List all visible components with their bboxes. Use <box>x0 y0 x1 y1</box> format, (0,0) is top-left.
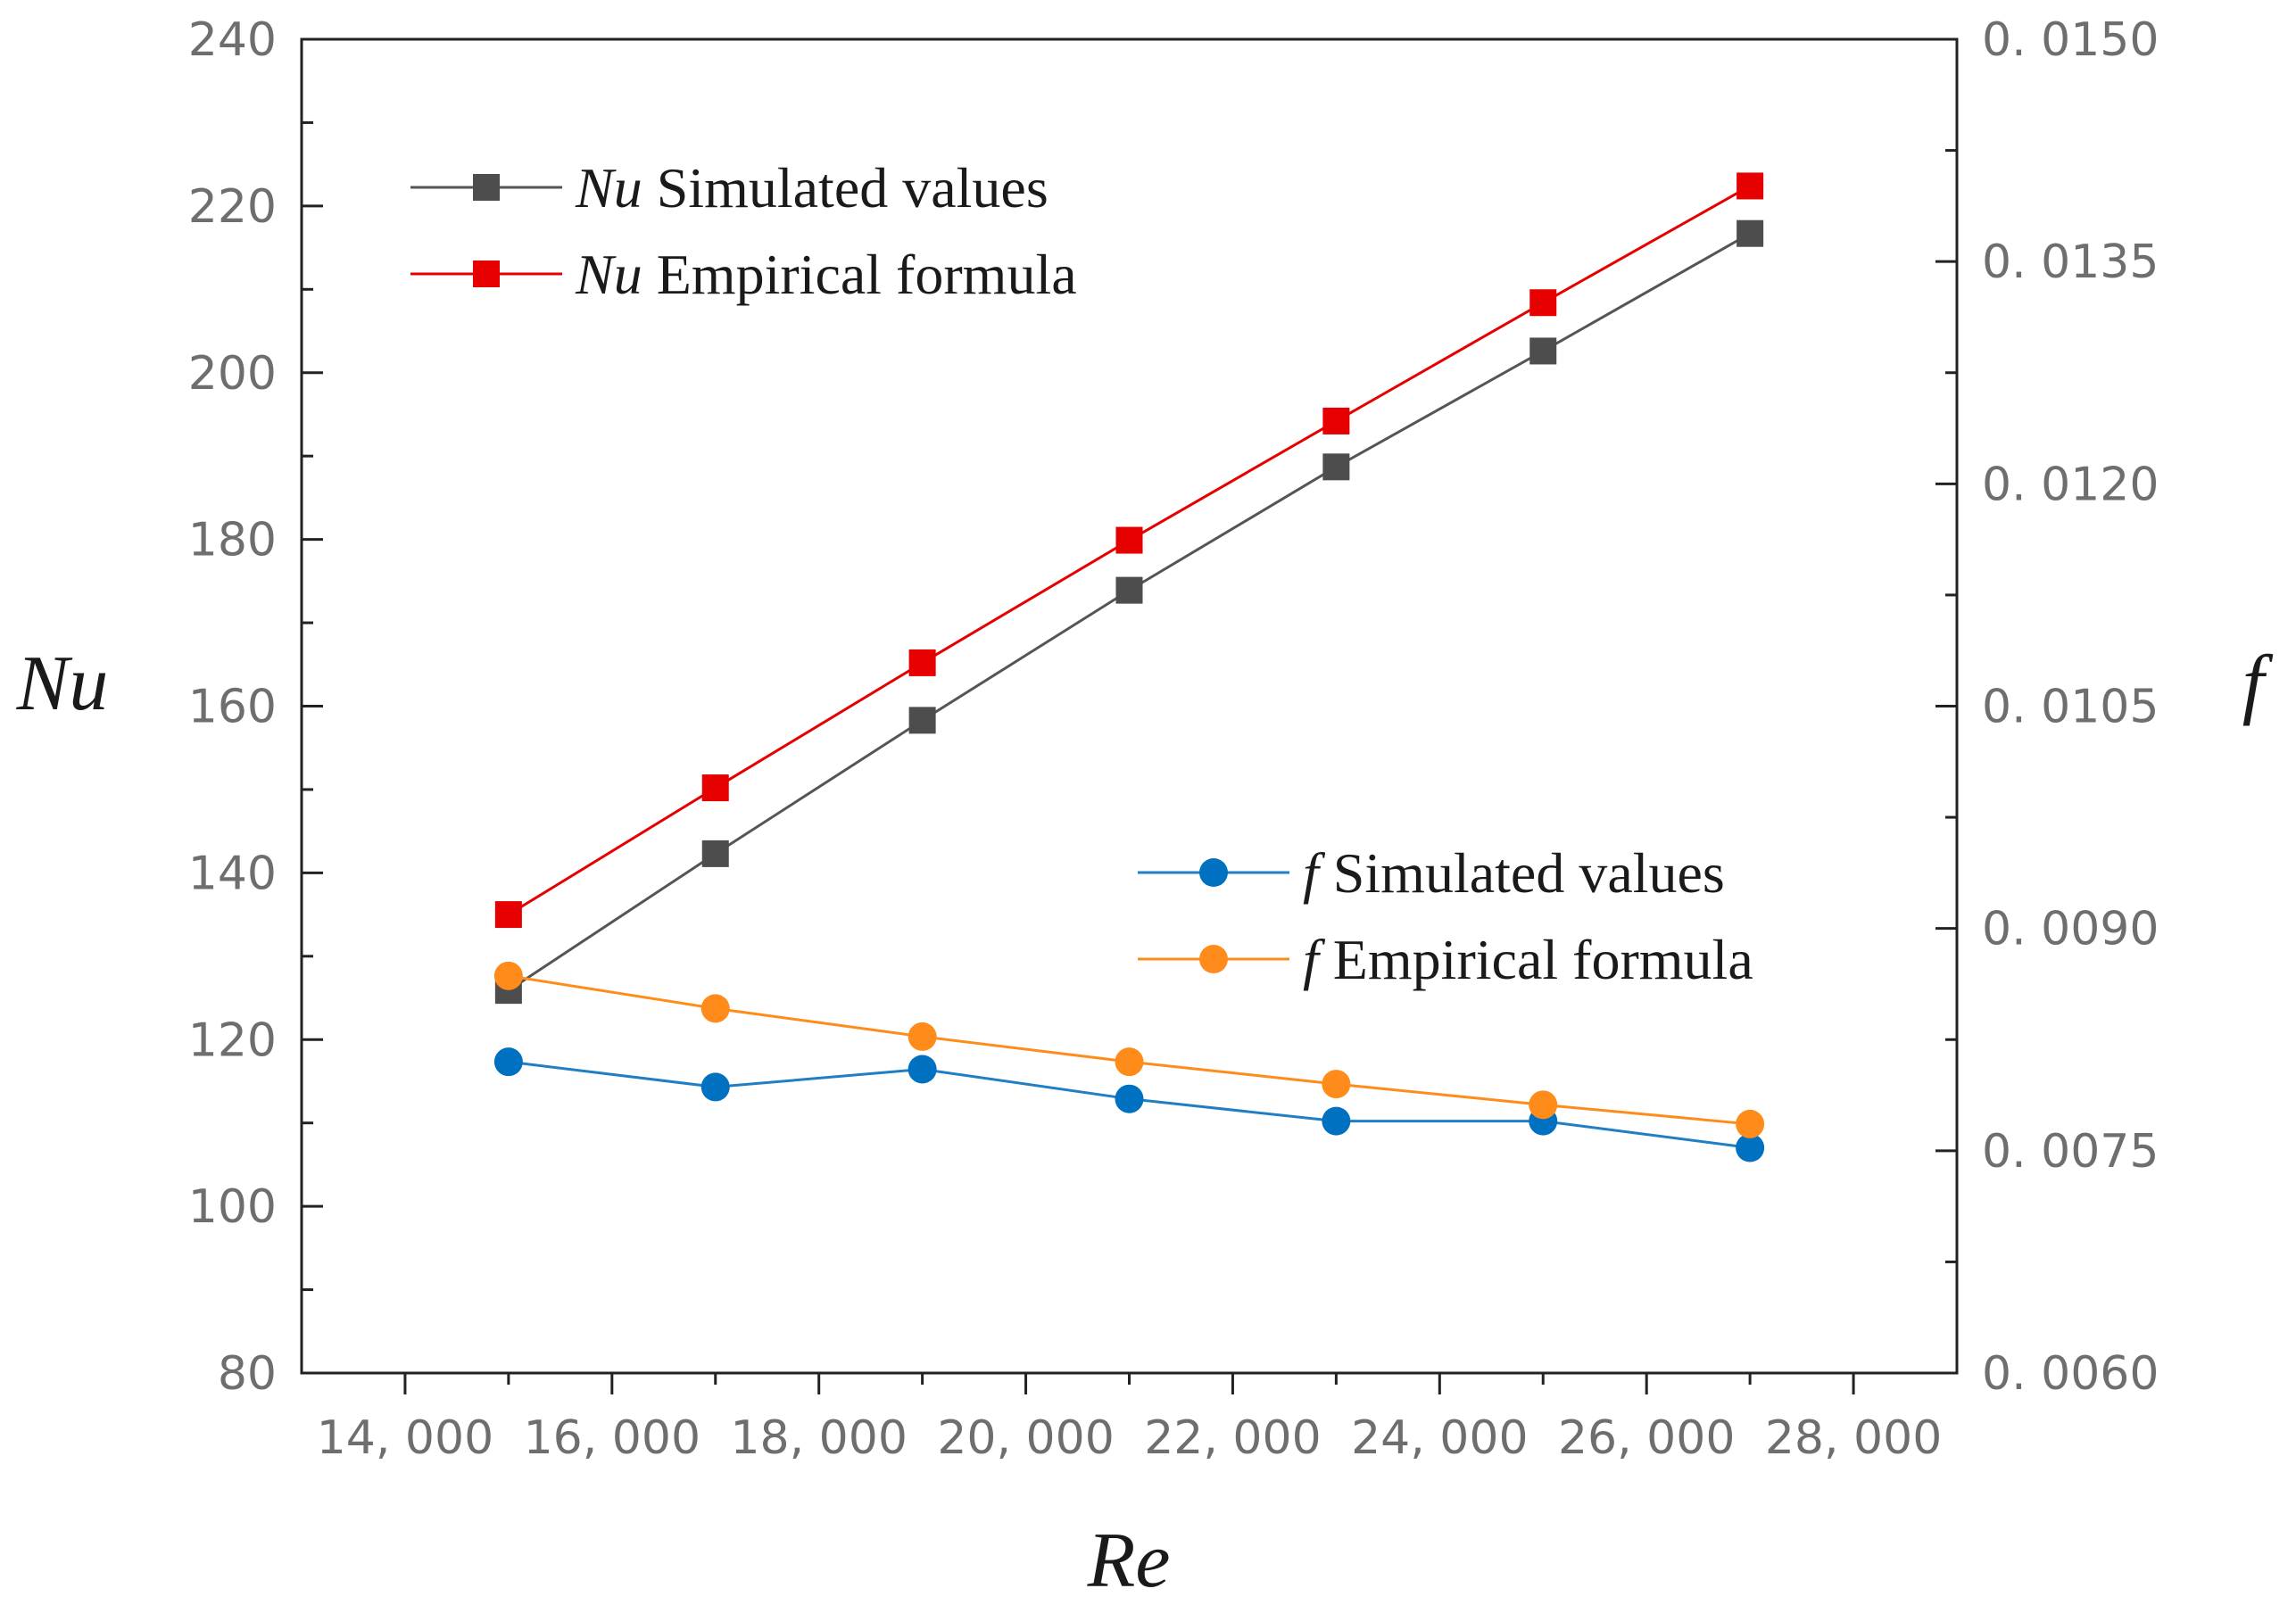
legend-marker-square <box>473 261 500 287</box>
y-left-tick-label: 120 <box>188 1013 277 1067</box>
data-point-square <box>1737 219 1764 247</box>
series-layer <box>493 172 1765 1162</box>
data-point-square <box>1529 289 1557 317</box>
y-right-tick-label: 0. 0135 <box>1982 236 2159 289</box>
data-point-circle <box>908 1022 937 1051</box>
data-point-circle <box>493 961 523 990</box>
legend-entry: Nu Empirical formula <box>575 243 1077 306</box>
data-point-circle <box>493 1047 523 1077</box>
x-tick-label: 28, 000 <box>1765 1411 1942 1465</box>
data-point-circle <box>700 1072 730 1102</box>
x-axis-title: Re <box>1087 1518 1171 1604</box>
data-point-circle <box>908 1055 937 1084</box>
data-point-circle <box>1529 1090 1558 1120</box>
y-left-tick-label: 240 <box>188 13 277 67</box>
y-right-tick-label: 0. 0105 <box>1982 681 2159 734</box>
legend-entry: Nu Simulated values <box>575 156 1049 219</box>
x-tick-label: 14, 000 <box>317 1411 493 1465</box>
y-left-tick-label: 180 <box>188 514 277 567</box>
plot-frame <box>300 37 1959 1375</box>
legend-label: Simulated values <box>657 156 1049 219</box>
data-point-square <box>1322 453 1350 481</box>
legend-label: Empirical formula <box>1333 928 1753 991</box>
data-point-circle <box>700 994 730 1023</box>
legend-marker-circle <box>1199 858 1228 887</box>
data-point-circle <box>1322 1070 1351 1099</box>
y-right-tick-label: 0. 0120 <box>1982 458 2159 511</box>
data-point-square <box>1115 526 1143 554</box>
data-point-circle <box>1115 1047 1144 1077</box>
legend-label: Empirical formula <box>657 243 1077 306</box>
data-point-square <box>1737 172 1764 200</box>
x-tick-label: 16, 000 <box>524 1411 700 1465</box>
tick-labels: 80 100 120 140 160 180 200 220 240 0. 0060 0. 0075… <box>188 13 2159 1465</box>
data-point-circle <box>1115 1084 1144 1113</box>
data-point-square <box>1322 407 1350 434</box>
legend-symbol: Nu <box>575 243 642 306</box>
x-tick-label: 20, 000 <box>937 1411 1114 1465</box>
y-axis-right-title: f <box>2242 641 2274 727</box>
legend-entry: f Simulated values <box>1303 841 1725 905</box>
y-left-tick-label: 80 <box>218 1347 277 1401</box>
legend-label: Simulated values <box>1333 841 1725 905</box>
data-point-square <box>908 649 936 676</box>
legend-marker-circle <box>1199 945 1228 973</box>
y-left-tick-label: 100 <box>188 1180 277 1234</box>
data-point-square <box>701 840 729 867</box>
y-left-tick-label: 220 <box>188 180 277 234</box>
y-right-tick-label: 0. 0150 <box>1982 13 2159 67</box>
y-axis-left-title: Nu <box>16 641 109 727</box>
data-point-square <box>1115 576 1143 604</box>
y-right-tick-label: 0. 0075 <box>1982 1125 2159 1179</box>
data-point-circle <box>1322 1106 1351 1136</box>
y-left-tick-label: 160 <box>188 681 277 734</box>
y-right-tick-label: 0. 0090 <box>1982 903 2159 956</box>
data-point-square <box>494 901 522 929</box>
legend-entry: f Empirical formula <box>1303 928 1753 991</box>
x-tick-label: 24, 000 <box>1351 1411 1528 1465</box>
data-point-square <box>908 707 936 734</box>
axis-ticks <box>302 37 1957 1394</box>
data-point-circle <box>1736 1133 1765 1162</box>
x-tick-label: 22, 000 <box>1144 1411 1321 1465</box>
data-point-square <box>1529 337 1557 365</box>
legend-symbol: Nu <box>575 156 642 219</box>
data-point-circle <box>1736 1109 1765 1138</box>
x-tick-label: 18, 000 <box>730 1411 907 1465</box>
y-right-tick-label: 0. 0060 <box>1982 1347 2159 1401</box>
legend-marker-square <box>473 174 500 201</box>
y-left-tick-label: 200 <box>188 347 277 401</box>
y-left-tick-label: 140 <box>188 847 277 900</box>
x-tick-label: 26, 000 <box>1558 1411 1735 1465</box>
data-point-square <box>701 774 729 802</box>
